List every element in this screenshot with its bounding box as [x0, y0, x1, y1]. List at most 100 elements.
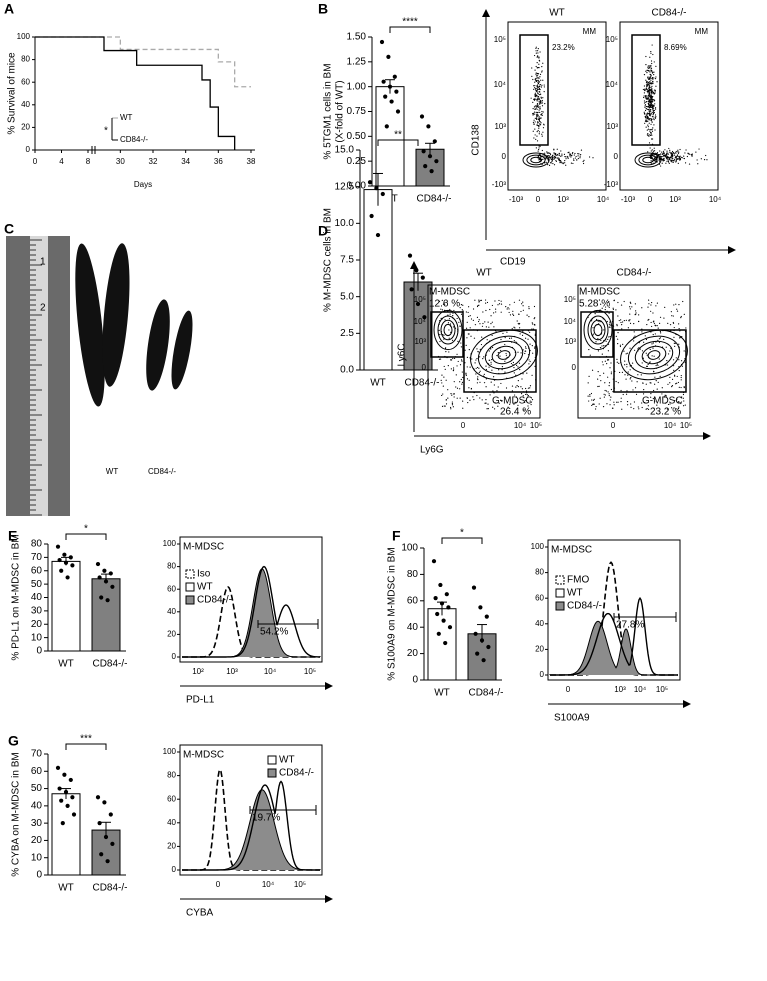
dot: [633, 408, 635, 410]
dot: [469, 399, 471, 401]
dot: [634, 335, 636, 337]
dot: [553, 155, 555, 157]
dot: [483, 382, 486, 384]
dot: [533, 85, 535, 87]
dot: [618, 319, 620, 322]
y-axis-label: (X-fold of WT): [335, 80, 346, 142]
data-point: [436, 631, 441, 636]
dot: [535, 111, 537, 113]
dot: [534, 95, 536, 97]
dot: [653, 150, 656, 152]
y-tick-label: 0: [26, 145, 31, 154]
dot: [687, 152, 689, 154]
dot: [610, 373, 612, 375]
dot: [590, 392, 593, 395]
dot: [440, 308, 442, 310]
contour: [590, 319, 606, 341]
dot: [441, 299, 443, 301]
data-point: [395, 109, 401, 114]
dot: [561, 155, 563, 157]
dot: [532, 121, 535, 123]
y-tick-label: 10³: [494, 122, 506, 131]
dot: [621, 328, 623, 330]
dot: [498, 299, 500, 302]
dot: [664, 149, 666, 151]
dot: [508, 311, 510, 314]
dot: [656, 152, 658, 155]
dot: [671, 153, 673, 155]
dot: [462, 400, 464, 402]
dot: [646, 97, 648, 99]
dot: [647, 65, 649, 67]
legend-label: CD84-/-: [567, 601, 602, 612]
y-tick-label: 50: [31, 783, 43, 794]
dot: [616, 358, 618, 360]
dot: [536, 99, 538, 101]
y-tick-label: 60: [21, 77, 30, 86]
dot: [536, 135, 538, 137]
dot: [537, 118, 540, 120]
dot: [599, 346, 602, 349]
dot: [449, 323, 452, 325]
y-tick-label: 10⁵: [414, 295, 426, 304]
dot: [539, 88, 541, 91]
data-point: [108, 812, 113, 817]
dot: [560, 150, 562, 152]
dot: [651, 138, 654, 140]
dot: [667, 160, 669, 162]
dot: [511, 390, 513, 392]
dot: [610, 388, 613, 391]
dot: [459, 364, 462, 366]
dot: [547, 157, 549, 160]
dot: [499, 355, 501, 357]
dot: [597, 378, 599, 380]
dot: [645, 408, 647, 410]
dot: [612, 308, 614, 310]
dot: [654, 383, 656, 385]
data-point: [71, 812, 77, 817]
dot: [466, 366, 468, 368]
dot: [540, 93, 542, 95]
data-point: [63, 789, 69, 795]
dot: [668, 156, 670, 158]
dot: [644, 109, 647, 112]
dot: [645, 383, 647, 385]
x-tick-label: CD84-/-: [92, 883, 127, 894]
dot: [533, 111, 536, 113]
y-tick-label: 80: [167, 771, 176, 780]
dot: [673, 154, 676, 156]
dot: [569, 153, 571, 156]
dot: [452, 326, 455, 328]
dot: [451, 403, 454, 405]
plot-frame: [179, 744, 323, 876]
dot: [630, 377, 632, 379]
y-tick-label: 60: [31, 565, 43, 576]
dot: [674, 345, 676, 347]
dot: [676, 310, 679, 312]
dot: [682, 405, 685, 407]
dot: [588, 400, 590, 402]
dot: [501, 400, 503, 402]
dot: [539, 102, 541, 104]
data-point: [60, 821, 65, 826]
dot: [485, 368, 488, 371]
dot: [626, 352, 628, 354]
dot: [440, 379, 442, 381]
dot: [443, 334, 445, 336]
dot: [631, 306, 633, 308]
dot: [648, 102, 650, 104]
data-point: [419, 114, 425, 119]
dots: [530, 46, 594, 167]
significance: *: [84, 524, 88, 535]
dot: [558, 152, 560, 154]
dot: [668, 157, 670, 160]
dot: [459, 388, 461, 390]
dot: [593, 398, 595, 400]
dot: [646, 118, 649, 120]
dot: [680, 402, 682, 405]
dot: [482, 311, 484, 313]
dot: [650, 52, 652, 54]
x-axis-label: Ly6G: [420, 445, 444, 456]
dot: [531, 322, 533, 324]
dot: [532, 352, 534, 354]
